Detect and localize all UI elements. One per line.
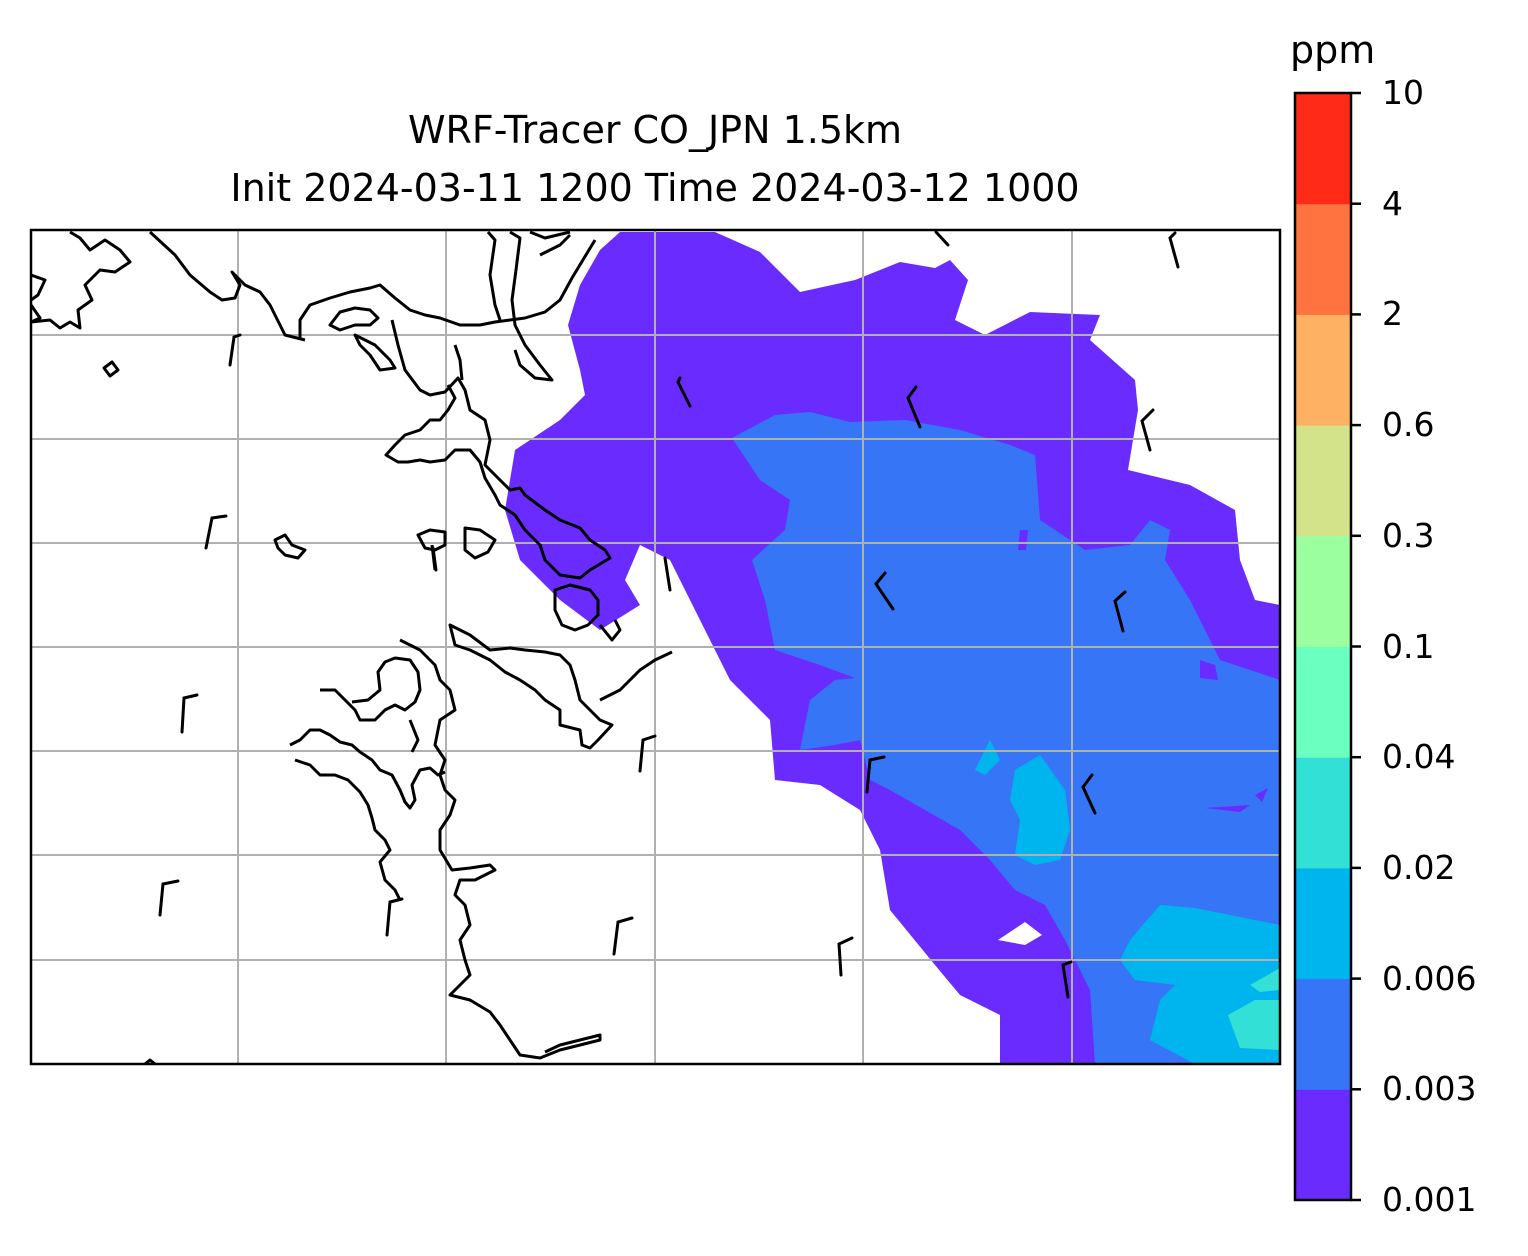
- colorbar-segment: [1295, 867, 1351, 980]
- colorbar-tick-label: 0.003: [1382, 1069, 1477, 1109]
- tracer-hole-white: [998, 922, 1042, 945]
- colorbar-tick-label: 0.1: [1382, 626, 1435, 666]
- colorbar-tick-label: 2: [1382, 294, 1403, 334]
- colorbar-tick-label: 0.3: [1382, 515, 1435, 555]
- colorbar-segment: [1295, 757, 1351, 869]
- map-subtitle: Init 2024-03-11 1200 Time 2024-03-12 100…: [230, 166, 1080, 210]
- wind-barbs: [158, 230, 1180, 999]
- colorbar-segment: [1295, 1089, 1351, 1201]
- colorbar-segment: [1295, 646, 1351, 758]
- colorbar-tick-label: 10: [1382, 73, 1424, 112]
- colorbar-segment: [1295, 203, 1351, 315]
- colorbar-segment: [1295, 978, 1351, 1090]
- map-frame: [29, 228, 1282, 1066]
- colorbar-segment: [1295, 314, 1351, 426]
- tracer-region-0003: [732, 412, 1280, 1064]
- colorbar-tick-label: 0.04: [1382, 737, 1456, 777]
- tracer-region-0006: [975, 740, 1280, 1064]
- tracer-hole: [1018, 530, 1268, 1064]
- colorbar-segment: [1295, 93, 1351, 205]
- colorbar-tick-label: 0.006: [1382, 958, 1477, 998]
- colorbar-unit-label: ppm: [1290, 28, 1376, 72]
- map-title: WRF-Tracer CO_JPN 1.5km: [407, 108, 903, 152]
- colorbar-segment: [1295, 535, 1351, 647]
- colorbar-tick-label: 0.02: [1382, 847, 1456, 887]
- coastline: [31, 230, 673, 1064]
- tracer-region-002: [1228, 968, 1280, 1050]
- colorbar-tick-label: 0.001: [1382, 1180, 1477, 1219]
- colorbar: [1293, 91, 1361, 1202]
- colorbar-tick-label: 0.6: [1382, 405, 1435, 445]
- colorbar-tick-label: 4: [1382, 183, 1403, 223]
- colorbar-segment: [1295, 425, 1351, 537]
